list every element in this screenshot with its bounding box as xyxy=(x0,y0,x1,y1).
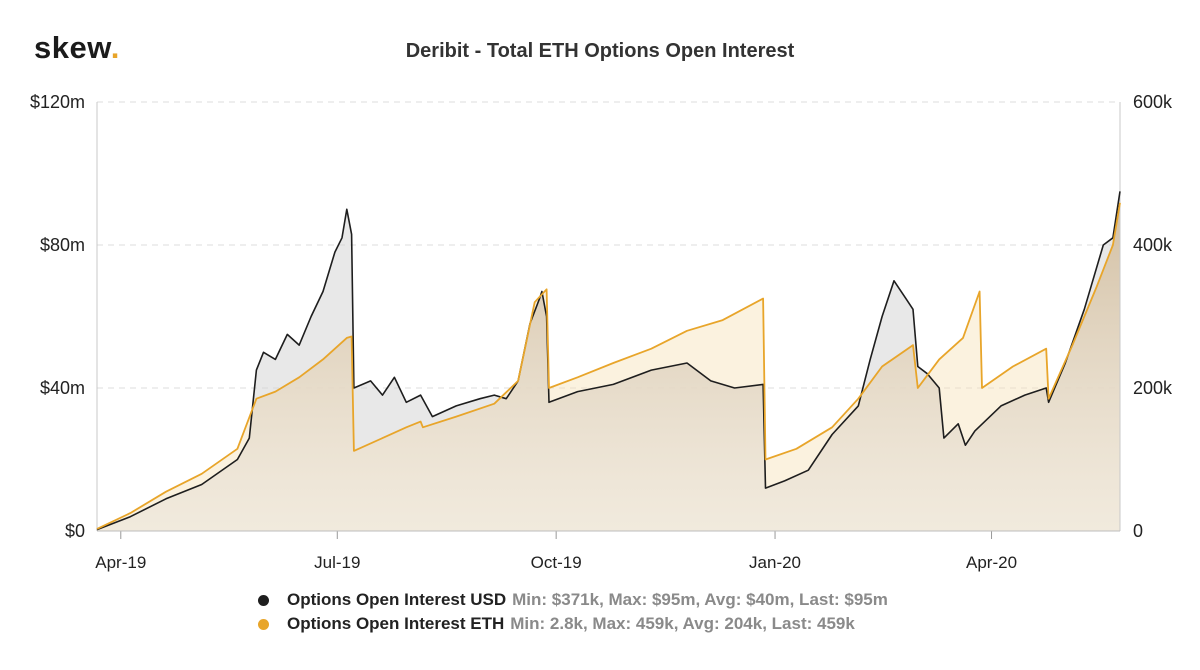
x-tick-label: Apr-20 xyxy=(966,553,1017,572)
legend: Options Open Interest USD Min: $371k, Ma… xyxy=(258,588,888,636)
area-shared xyxy=(97,202,1120,532)
area-fills xyxy=(97,191,1120,532)
y-left-tick-label: $40m xyxy=(40,378,85,398)
y-right-tick-label: 200k xyxy=(1133,378,1173,398)
legend-dot-usd xyxy=(258,594,269,606)
y-left-tick-label: $120m xyxy=(30,92,85,112)
legend-item-eth[interactable]: Options Open Interest ETH Min: 2.8k, Max… xyxy=(258,612,888,636)
y-right-tick-label: 600k xyxy=(1133,92,1173,112)
logo-dot: . xyxy=(110,30,120,65)
line-eth xyxy=(96,202,1121,530)
chart-title: Deribit - Total ETH Options Open Interes… xyxy=(405,40,795,62)
logo-text: skew xyxy=(34,30,111,65)
x-tick-label: Jan-20 xyxy=(749,553,801,572)
legend-item-usd[interactable]: Options Open Interest USD Min: $371k, Ma… xyxy=(258,588,888,612)
legend-label-eth: Options Open Interest ETH xyxy=(287,614,505,633)
tick-labels: $0 $40m $80m $120m 0 200k 400k 600k Apr-19 Jul-19… xyxy=(30,92,1173,572)
y-right-tick-label: 400k xyxy=(1133,235,1173,255)
y-left-tick-label: $0 xyxy=(65,521,85,541)
y-left-tick-label: $80m xyxy=(40,235,85,255)
legend-stats-usd: Min: $371k, Max: $95m, Avg: $40m, Last: … xyxy=(512,590,888,609)
x-tick-label: Apr-19 xyxy=(95,553,146,572)
axes xyxy=(96,102,1121,539)
legend-stats-eth: Min: 2.8k, Max: 459k, Avg: 204k, Last: 4… xyxy=(510,614,855,633)
line-usd xyxy=(96,191,1121,531)
legend-label-usd: Options Open Interest USD xyxy=(287,590,507,609)
legend-dot-eth xyxy=(258,618,269,630)
y-right-tick-label: 0 xyxy=(1133,521,1143,541)
skew-logo: skew. xyxy=(34,30,120,66)
x-tick-label: Oct-19 xyxy=(531,553,582,572)
x-tick-label: Jul-19 xyxy=(314,553,360,572)
series-lines xyxy=(96,191,1121,531)
